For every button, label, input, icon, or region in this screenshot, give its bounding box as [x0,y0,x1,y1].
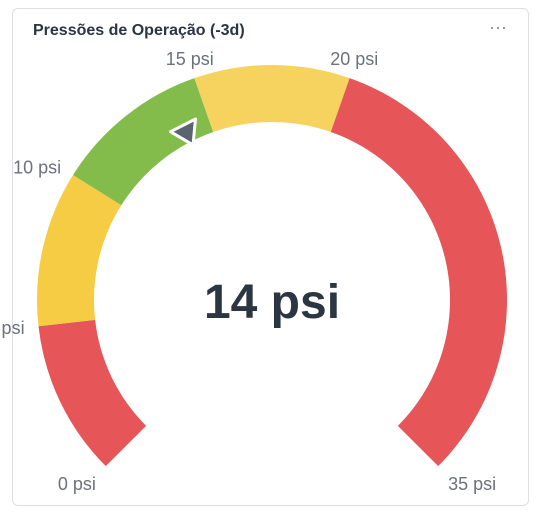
gauge-band-1 [38,319,147,467]
gauge-tick-label: 0 psi [58,474,96,494]
gauge-band-4 [194,65,350,132]
gauge-value-marker [169,117,197,147]
gauge-band-2 [37,174,122,327]
gauge-band-3 [73,78,214,206]
gauge-band-5 [330,78,507,467]
more-horizontal-icon[interactable]: ⋯ [489,18,508,38]
gauge-tick-label: 20 psi [330,49,378,69]
gauge-tick-label: 35 psi [448,474,496,494]
gauge-tick-label: 15 psi [166,49,214,69]
gauge-tick-label: 10 psi [13,158,61,178]
widget-title: Pressões de Operação (-3d) [33,22,245,39]
gauge-value-label: 14 psi [204,276,340,329]
gauge-tick-label: 5 psi [0,318,25,338]
